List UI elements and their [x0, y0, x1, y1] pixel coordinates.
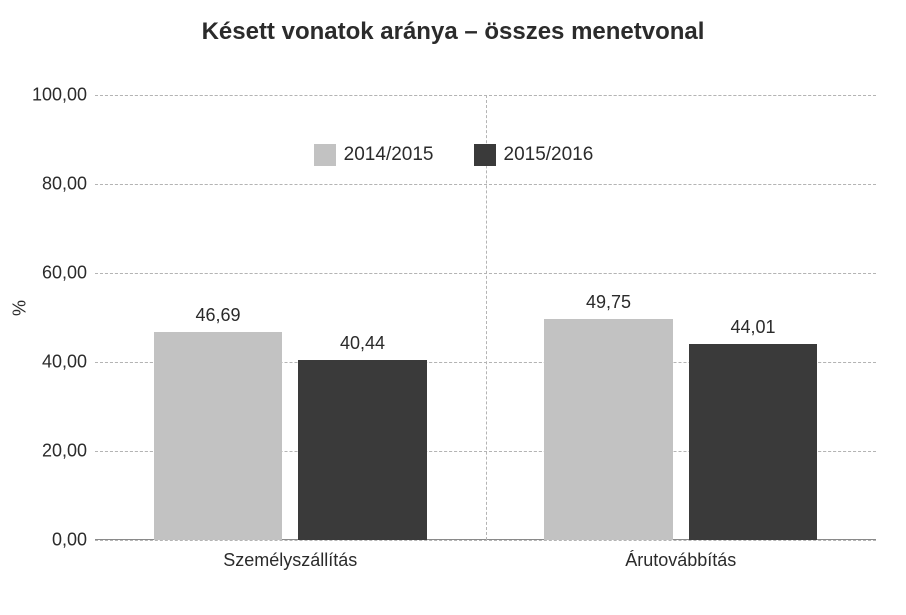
- legend-item: 2015/2016: [474, 144, 594, 166]
- legend-swatch: [474, 144, 496, 166]
- bar-value-label: 46,69: [195, 305, 240, 326]
- bar-value-label: 49,75: [586, 292, 631, 313]
- bar-value-label: 44,01: [730, 317, 775, 338]
- y-axis-label: %: [10, 299, 31, 315]
- y-tick-label: 0,00: [52, 530, 87, 551]
- y-tick-label: 40,00: [42, 352, 87, 373]
- legend-item: 2014/2015: [314, 144, 434, 166]
- x-tick-label: Személyszállítás: [223, 550, 357, 571]
- gridline: [95, 540, 876, 541]
- y-tick-label: 20,00: [42, 441, 87, 462]
- y-tick-label: 60,00: [42, 263, 87, 284]
- y-tick-label: 100,00: [32, 85, 87, 106]
- bar-value-label: 40,44: [340, 333, 385, 354]
- bar: [298, 360, 427, 540]
- plot-area: 0,0020,0040,0060,0080,00100,0046,6940,44…: [95, 95, 876, 540]
- bar: [544, 319, 673, 540]
- legend-swatch: [314, 144, 336, 166]
- chart-container: Késett vonatok aránya – összes menetvona…: [0, 0, 906, 615]
- legend-label: 2015/2016: [504, 144, 594, 166]
- bar: [689, 344, 818, 540]
- legend-label: 2014/2015: [344, 144, 434, 166]
- y-tick-label: 80,00: [42, 174, 87, 195]
- x-tick-label: Árutovábbítás: [625, 550, 736, 571]
- legend: 2014/2015 2015/2016: [314, 144, 594, 166]
- bar: [154, 332, 283, 540]
- chart-title: Késett vonatok aránya – összes menetvona…: [0, 18, 906, 46]
